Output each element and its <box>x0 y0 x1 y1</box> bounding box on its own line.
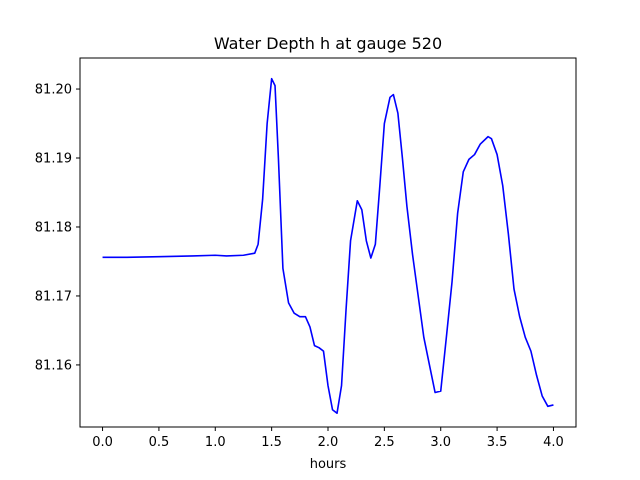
x-tick-label: 1.0 <box>205 435 226 450</box>
x-tick-label: 0.5 <box>149 435 170 450</box>
y-tick-label: 81.20 <box>35 83 72 98</box>
series-line-0 <box>102 77 554 415</box>
y-tick-label: 81.18 <box>35 220 72 235</box>
x-tick-label: 2.0 <box>318 435 339 450</box>
y-tick-label: 81.17 <box>35 289 72 304</box>
y-tick-label: 81.16 <box>35 358 72 373</box>
plot-area <box>79 57 577 428</box>
y-axis: 81.16 81.17 81.18 81.19 81.20 <box>35 83 80 373</box>
x-tick-label: 4.0 <box>543 435 564 450</box>
x-tick-label: 3.5 <box>487 435 508 450</box>
chart-title: Water Depth h at gauge 520 <box>214 34 442 53</box>
x-axis: 0.0 0.5 1.0 1.5 2.0 2.5 3.0 3.5 4.0 <box>92 427 564 450</box>
x-axis-label: hours <box>310 457 347 472</box>
plot-frame <box>79 57 577 428</box>
x-tick-label: 3.0 <box>430 435 451 450</box>
x-tick-label: 0.0 <box>92 435 113 450</box>
y-tick-label: 81.19 <box>35 152 72 167</box>
x-tick-label: 1.5 <box>261 435 282 450</box>
x-tick-label: 2.5 <box>374 435 395 450</box>
